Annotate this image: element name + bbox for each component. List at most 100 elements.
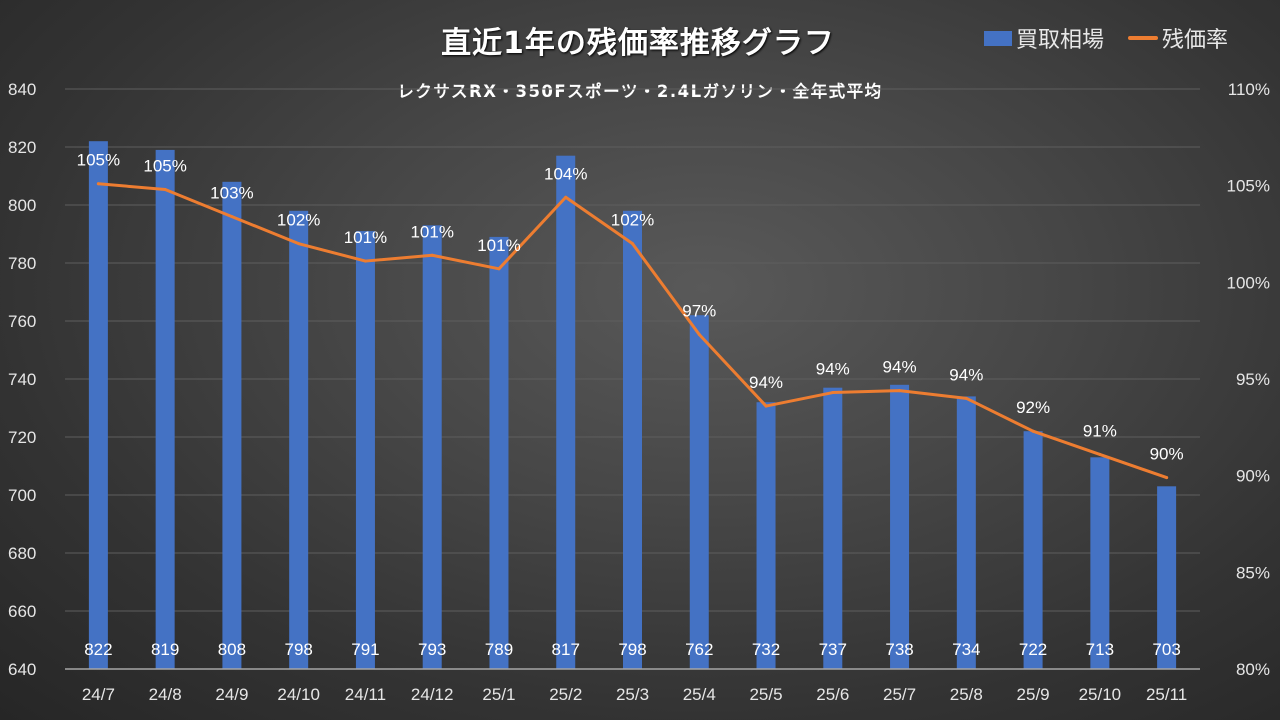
y-left-tick-label: 640	[8, 660, 36, 679]
x-tick-label: 24/8	[149, 685, 182, 704]
bar-value-label: 819	[151, 640, 179, 659]
line-value-label: 90%	[1150, 445, 1184, 464]
bars	[88, 141, 1177, 670]
line-value-label: 92%	[1016, 398, 1050, 417]
chart-title: 直近1年の残価率推移グラフ	[0, 18, 1280, 62]
y-left-tick-label: 820	[8, 138, 36, 157]
legend: 買取相場 残価率	[984, 22, 1228, 54]
line-point	[564, 195, 568, 199]
y-right-tick-label: 90%	[1236, 467, 1270, 486]
chart-title-text: 直近1年の残価率推移グラフ	[441, 26, 835, 61]
line-value-label: 97%	[682, 302, 716, 321]
bar	[623, 210, 642, 670]
y-right-tick-label: 80%	[1236, 660, 1270, 679]
bar-value-label: 822	[84, 640, 112, 659]
line-point	[497, 267, 501, 271]
line-point	[430, 253, 434, 257]
y-left-tick-label: 760	[8, 312, 36, 331]
y-left-tick-label: 780	[8, 254, 36, 273]
bar	[155, 149, 175, 669]
bar	[689, 315, 709, 669]
bar	[88, 141, 108, 669]
bar	[1090, 457, 1110, 669]
bar	[489, 236, 509, 669]
bar-value-label: 817	[552, 640, 580, 659]
y-left-tick-label: 840	[8, 80, 36, 99]
line-value-label: 94%	[883, 358, 917, 377]
bar	[222, 181, 242, 670]
bar-value-label: 738	[885, 640, 913, 659]
line-value-label: 91%	[1083, 421, 1117, 440]
bar-value-label: 737	[819, 640, 847, 659]
bar-value-label: 798	[618, 640, 646, 659]
bar-value-label: 789	[485, 640, 513, 659]
bar	[355, 231, 375, 669]
line-value-label: 94%	[949, 365, 983, 384]
line-value-label: 105%	[143, 157, 186, 176]
bar	[756, 402, 776, 669]
line-point	[230, 215, 234, 219]
bar-value-label: 791	[351, 640, 379, 659]
x-tick-label: 25/7	[883, 685, 916, 704]
y-right-tick-label: 105%	[1227, 177, 1270, 196]
line-point	[1031, 429, 1035, 433]
y-left-tick-label: 700	[8, 486, 36, 505]
line-point	[163, 188, 167, 192]
x-tick-label: 25/9	[1017, 685, 1050, 704]
bar	[289, 210, 309, 670]
line-value-label: 94%	[749, 373, 783, 392]
axes: 840 820 800 780 760 740 720 700 680 660 640 110% 105…	[8, 80, 1270, 704]
line-value-label: 104%	[544, 164, 587, 183]
x-tick-label: 24/7	[82, 685, 115, 704]
y-left-tick-label: 800	[8, 196, 36, 215]
line-value-label: 103%	[210, 184, 253, 203]
y-right-tick-label: 100%	[1227, 273, 1270, 292]
y-left-tick-label: 720	[8, 428, 36, 447]
line-point	[697, 333, 701, 337]
line-point	[631, 242, 634, 246]
chart-subtitle: レクサスRX・350Fスポーツ・2.4Lガソリン・全年式平均	[397, 82, 883, 101]
line-value-label: 105%	[77, 151, 120, 170]
y-left-tick-label: 740	[8, 370, 36, 389]
line-value-label: 102%	[611, 211, 654, 230]
x-tick-label: 24/10	[277, 685, 320, 704]
legend-line-label: 残価率	[1162, 27, 1229, 52]
x-tick-label: 25/2	[549, 685, 582, 704]
x-tick-label: 24/12	[411, 685, 454, 704]
x-tick-label: 25/1	[482, 685, 515, 704]
y-right-tick-label: 110%	[1228, 80, 1270, 99]
line-value-label: 101%	[344, 228, 387, 247]
bar	[890, 384, 910, 669]
bar-value-label: 808	[218, 640, 246, 659]
line-point	[96, 182, 100, 186]
data-labels: 822 819 808 798 791 793 789 817 798 762 732 737 738 7…	[77, 151, 1184, 659]
line-point	[1098, 452, 1102, 456]
x-tick-label: 25/5	[749, 685, 782, 704]
legend-bar-swatch	[984, 30, 1012, 46]
bar	[956, 396, 976, 669]
bar-value-label: 798	[284, 640, 312, 659]
x-tick-label: 24/11	[345, 685, 386, 704]
x-tick-label: 25/6	[816, 685, 849, 704]
bar-value-label: 713	[1086, 640, 1114, 659]
line-series	[96, 182, 1169, 480]
bar	[1023, 431, 1043, 669]
x-tick-label: 25/4	[683, 685, 716, 704]
bar	[823, 387, 843, 669]
y-left-tick-label: 680	[8, 544, 36, 563]
line-value-label: 94%	[816, 360, 850, 379]
y-right-tick-label: 95%	[1236, 370, 1270, 389]
y-left-tick-label: 660	[8, 602, 36, 621]
x-tick-label: 25/3	[616, 685, 649, 704]
bar-value-label: 734	[952, 640, 980, 659]
bar-value-label: 793	[418, 640, 446, 659]
bar	[422, 225, 442, 670]
line-point	[831, 391, 835, 395]
x-tick-label: 25/11	[1146, 685, 1187, 704]
line-point	[898, 389, 902, 393]
x-tick-label: 25/10	[1079, 685, 1122, 704]
line-value-label: 102%	[277, 211, 320, 230]
bar	[556, 155, 576, 669]
line-value-label: 101%	[410, 222, 453, 241]
